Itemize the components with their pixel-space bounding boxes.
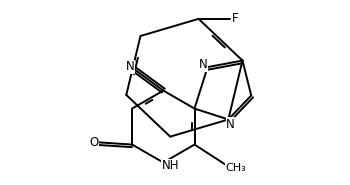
Text: O: O: [89, 136, 99, 149]
Text: CH₃: CH₃: [225, 163, 246, 173]
Text: F: F: [232, 12, 239, 25]
Text: NH: NH: [162, 159, 179, 172]
Text: N: N: [199, 58, 208, 71]
Text: N: N: [226, 118, 235, 131]
Text: N: N: [126, 60, 134, 73]
